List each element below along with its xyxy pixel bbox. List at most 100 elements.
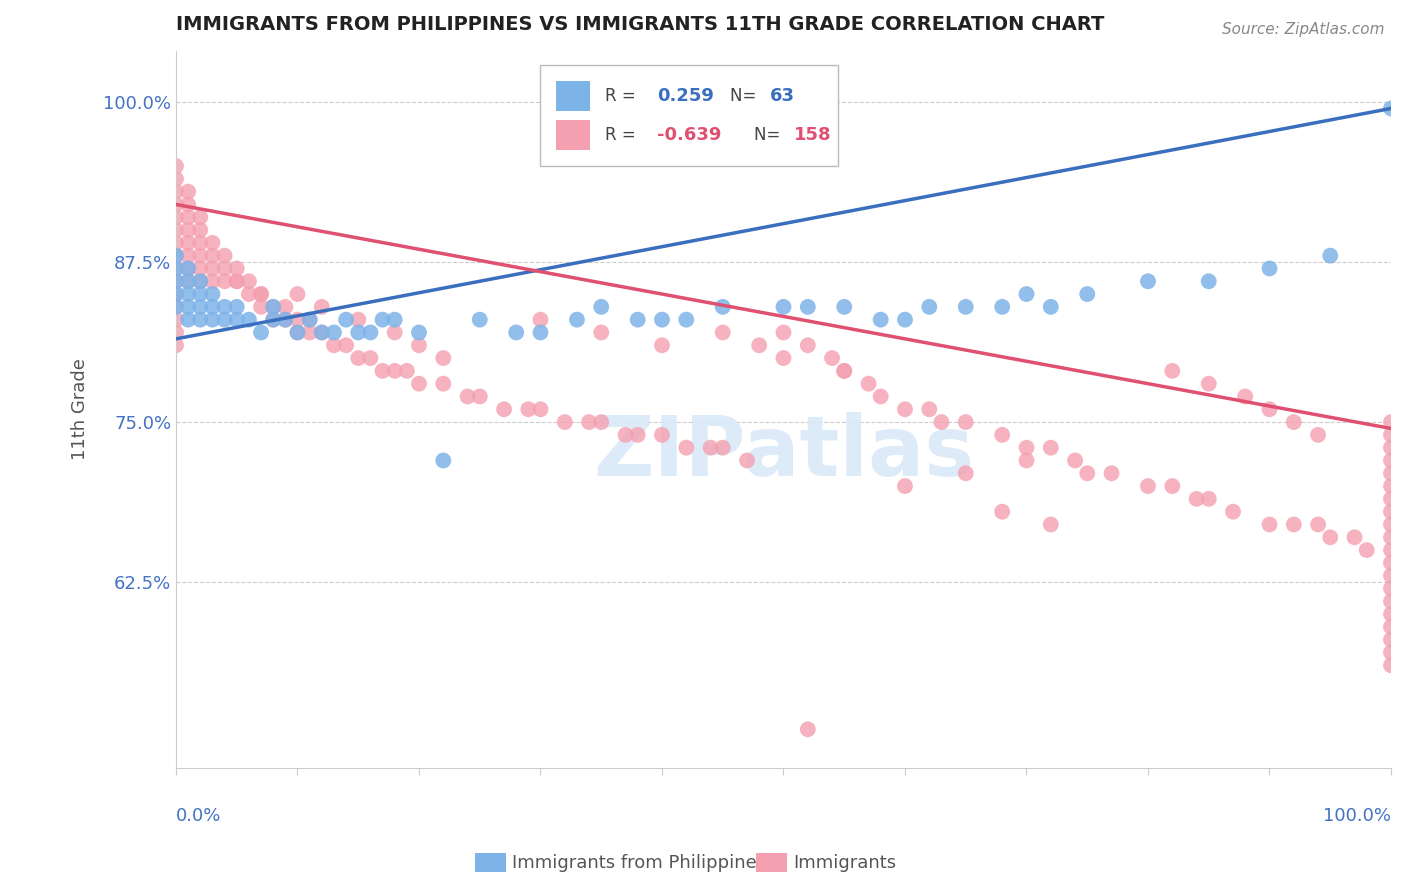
Point (177, 261, 200, 276)
Point (371, 364, 394, 378)
Point (165, 223, 187, 237)
Text: R =: R = (605, 126, 641, 144)
Point (188, 300, 211, 314)
Point (894, 312, 917, 326)
Point (505, 326, 527, 340)
Point (188, 261, 211, 276)
Point (165, 171, 187, 186)
Point (188, 223, 211, 237)
Point (869, 312, 891, 326)
Point (1015, 441, 1038, 455)
Point (165, 261, 187, 276)
Point (225, 312, 247, 326)
Point (188, 274, 211, 288)
Point (1015, 287, 1038, 301)
Point (832, 364, 855, 378)
Point (408, 326, 430, 340)
Point (1064, 453, 1087, 467)
Text: 158: 158 (794, 126, 832, 144)
Point (238, 287, 260, 301)
Point (287, 312, 309, 326)
Point (1379, 568, 1402, 582)
Point (529, 402, 551, 417)
Point (772, 300, 794, 314)
Point (165, 274, 187, 288)
Point (1379, 467, 1402, 481)
Point (432, 453, 454, 467)
Point (311, 300, 333, 314)
Point (627, 428, 650, 442)
Point (1379, 620, 1402, 634)
Point (1136, 274, 1159, 288)
Text: IMMIGRANTS FROM PHILIPPINES VS IMMIGRANTS 11TH GRADE CORRELATION CHART: IMMIGRANTS FROM PHILIPPINES VS IMMIGRANT… (176, 15, 1104, 34)
Point (262, 312, 284, 326)
Point (918, 402, 941, 417)
Point (395, 364, 418, 378)
Point (250, 287, 273, 301)
Point (832, 364, 855, 378)
Point (188, 312, 211, 326)
Point (832, 300, 855, 314)
Point (1343, 530, 1365, 544)
Text: N=: N= (730, 87, 762, 105)
Text: Immigrants from Philippines: Immigrants from Philippines (512, 854, 766, 871)
Point (188, 274, 211, 288)
Point (359, 351, 381, 365)
Text: 0.259: 0.259 (657, 87, 714, 105)
Point (1222, 505, 1244, 519)
Point (517, 402, 540, 417)
Point (772, 326, 794, 340)
Point (1319, 249, 1341, 263)
Point (250, 287, 273, 301)
Text: N=: N= (755, 126, 786, 144)
Point (250, 300, 273, 314)
Text: ZIPatlas: ZIPatlas (593, 412, 974, 492)
Point (177, 185, 200, 199)
Point (1015, 453, 1038, 467)
Point (565, 312, 588, 326)
Point (797, 723, 820, 737)
Point (1319, 530, 1341, 544)
Point (1258, 261, 1281, 276)
Point (675, 312, 697, 326)
Point (1258, 402, 1281, 417)
Point (165, 287, 187, 301)
Point (177, 274, 200, 288)
Point (457, 389, 479, 403)
Point (1379, 479, 1402, 493)
Point (735, 453, 758, 467)
Point (991, 428, 1014, 442)
Point (165, 249, 187, 263)
Point (748, 338, 770, 352)
Point (675, 441, 697, 455)
Point (432, 376, 454, 391)
Point (651, 312, 673, 326)
Point (1101, 467, 1123, 481)
Point (578, 415, 600, 429)
Point (177, 235, 200, 250)
Point (894, 402, 917, 417)
Point (1306, 517, 1329, 532)
Point (955, 467, 977, 481)
Point (1039, 300, 1062, 314)
Point (711, 441, 734, 455)
Point (359, 326, 381, 340)
Point (214, 312, 236, 326)
Point (651, 428, 673, 442)
Point (323, 326, 346, 340)
Point (468, 389, 491, 403)
Point (177, 300, 200, 314)
Point (554, 415, 576, 429)
Point (1355, 543, 1378, 558)
Point (274, 312, 297, 326)
Point (614, 428, 637, 442)
Point (201, 312, 224, 326)
Point (591, 326, 613, 340)
Point (177, 287, 200, 301)
Point (1379, 543, 1402, 558)
Point (1306, 428, 1329, 442)
Point (165, 185, 187, 199)
Point (225, 300, 247, 314)
Point (432, 351, 454, 365)
Point (225, 261, 247, 276)
